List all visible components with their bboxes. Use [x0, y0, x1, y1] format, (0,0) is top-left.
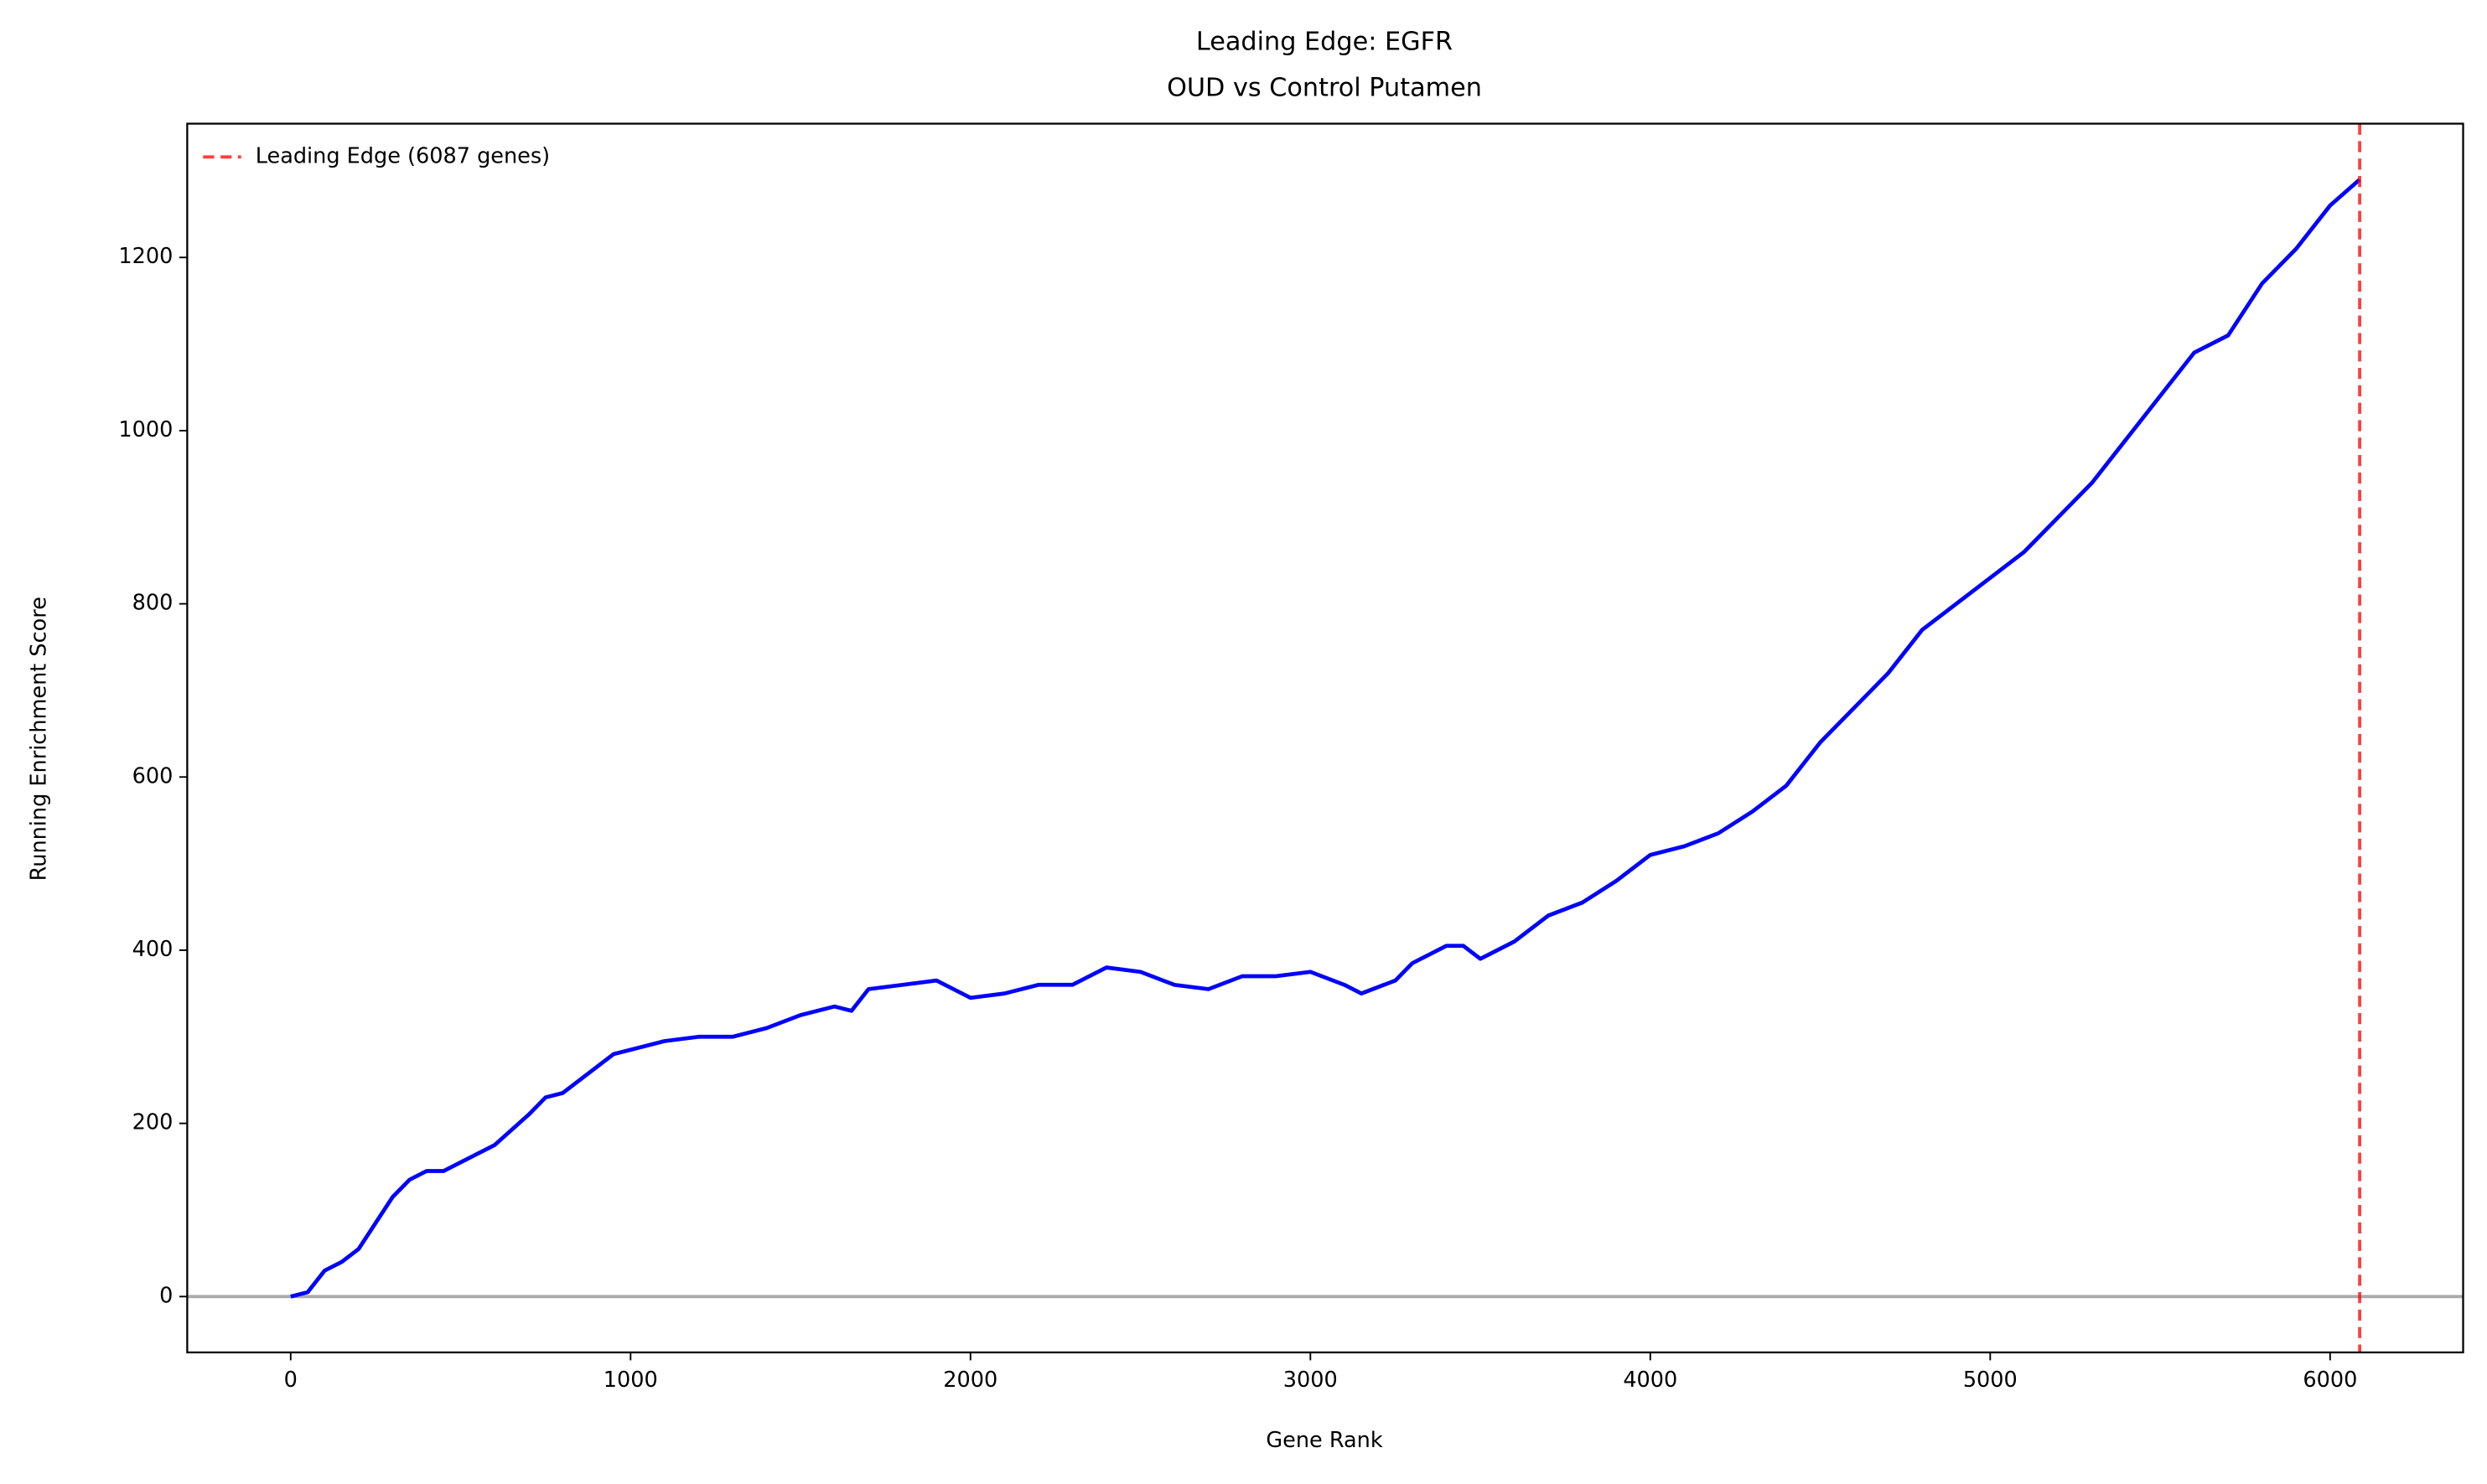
y-tick-label: 1200	[118, 244, 173, 269]
y-axis-label: Running Enrichment Score	[26, 597, 51, 881]
x-axis-label: Gene Rank	[1266, 1428, 1383, 1453]
y-tick-label: 400	[132, 937, 174, 962]
chart-subtitle: OUD vs Control Putamen	[1167, 73, 1482, 102]
y-tick-label: 0	[159, 1283, 173, 1308]
y-tick-label: 800	[132, 591, 174, 616]
x-tick-label: 6000	[2303, 1368, 2357, 1393]
x-tick-label: 4000	[1623, 1368, 1677, 1393]
chart-title: Leading Edge: EGFR	[1196, 28, 1453, 57]
data-line	[290, 178, 2361, 1299]
x-tick-label: 2000	[943, 1368, 997, 1393]
x-tick-label: 0	[284, 1368, 298, 1393]
y-tick-label: 1000	[118, 417, 173, 442]
y-tick-label: 600	[132, 763, 174, 789]
plot-frame	[186, 122, 2464, 1354]
x-tick-label: 1000	[604, 1368, 658, 1393]
legend-label: Leading Edge (6087 genes)	[256, 143, 550, 168]
x-tick-label: 5000	[1963, 1368, 2018, 1393]
x-tick-label: 3000	[1283, 1368, 1338, 1393]
y-tick-label: 200	[132, 1110, 174, 1135]
